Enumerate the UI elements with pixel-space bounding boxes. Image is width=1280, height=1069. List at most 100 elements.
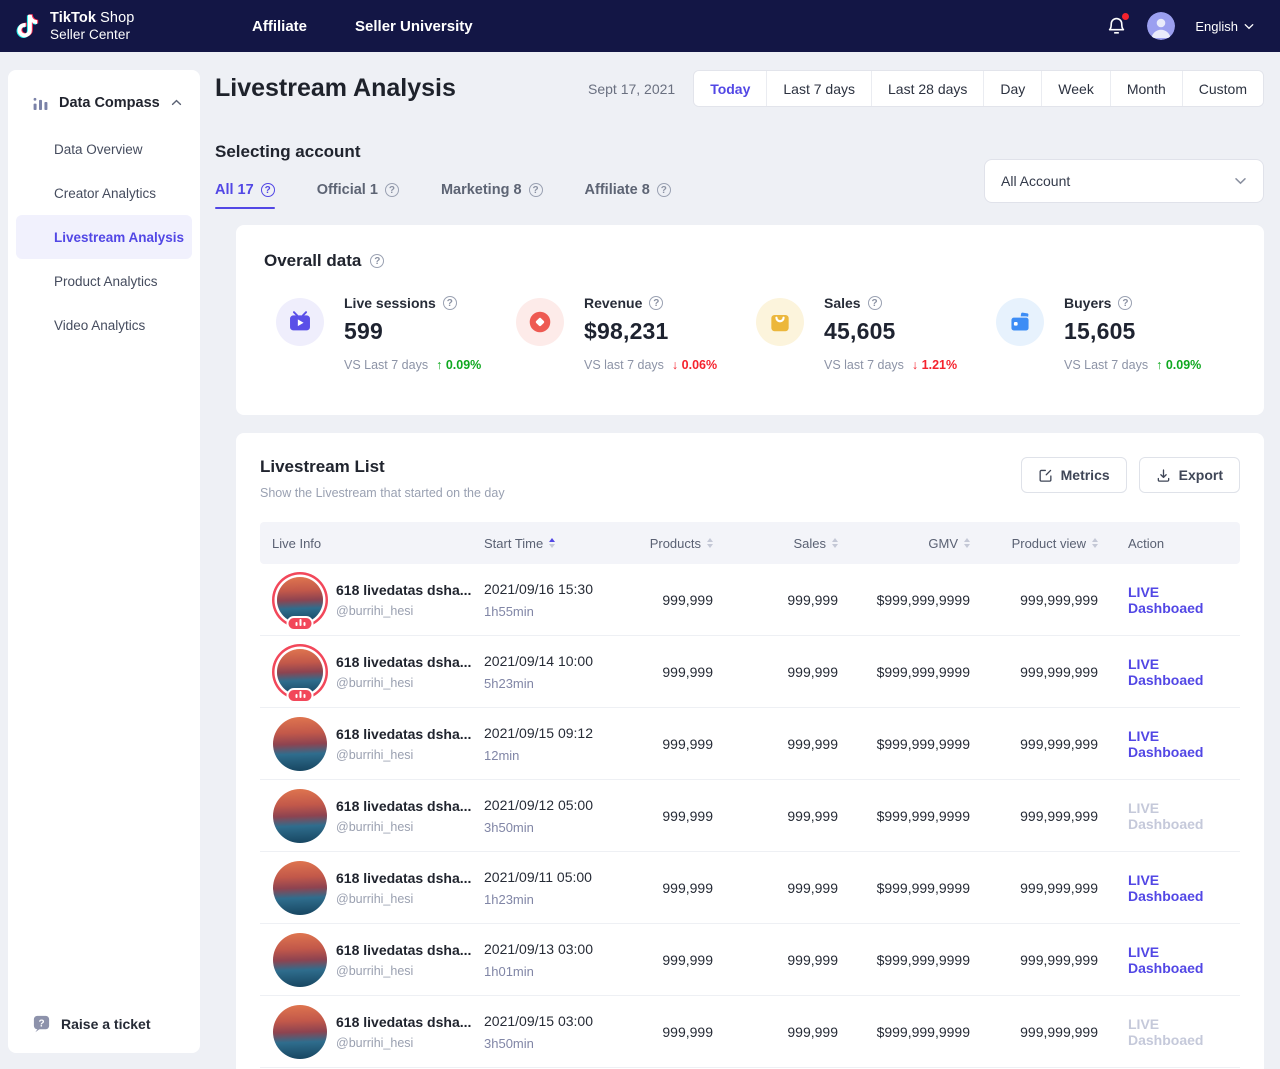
- help-icon[interactable]: [1118, 296, 1133, 310]
- account-tab[interactable]: Affiliate 8: [585, 182, 671, 209]
- account-tab-label: Marketing 8: [440, 182, 522, 198]
- col-product-view[interactable]: Product view: [982, 536, 1110, 551]
- sidebar-item[interactable]: Data Overview: [16, 127, 192, 171]
- avatar[interactable]: [272, 572, 328, 631]
- chevron-down-icon: [1234, 177, 1247, 185]
- col-products[interactable]: Products: [610, 536, 725, 551]
- help-icon[interactable]: [528, 183, 543, 197]
- sidebar-item[interactable]: Product Analytics: [16, 259, 192, 303]
- sort-icon[interactable]: [832, 538, 838, 548]
- help-icon[interactable]: [649, 296, 664, 310]
- live-dashboard-link[interactable]: LIVE Dashboaed: [1128, 583, 1204, 616]
- chevron-down-icon: [1244, 23, 1254, 29]
- col-start-time[interactable]: Start Time: [472, 536, 610, 551]
- avatar[interactable]: [272, 716, 328, 772]
- product-view-value: 999,999,999: [1020, 951, 1098, 968]
- start-time: 2021/09/16 15:30: [484, 580, 593, 597]
- duration: 3h50min: [484, 1035, 534, 1051]
- livestream-title[interactable]: 618 livedatas dsha...: [336, 797, 472, 814]
- table-row: 618 livedatas dsha... @burrihi_hesi 2021…: [260, 708, 1240, 780]
- help-icon[interactable]: [867, 296, 882, 310]
- account-section: Selecting account All 17 Official 1 Mark…: [215, 142, 1264, 209]
- product-view-value: 999,999,999: [1020, 663, 1098, 680]
- live-dashboard-link[interactable]: LIVE Dashboaed: [1128, 871, 1204, 904]
- avatar[interactable]: [272, 932, 328, 988]
- start-time: 2021/09/12 05:00: [484, 796, 593, 813]
- range-button[interactable]: Last 7 days: [766, 71, 871, 106]
- livestream-title[interactable]: 618 livedatas dsha...: [336, 653, 472, 670]
- range-button[interactable]: Week: [1041, 71, 1110, 106]
- col-sales[interactable]: Sales: [725, 536, 850, 551]
- sidebar-item[interactable]: Video Analytics: [16, 303, 192, 347]
- livestream-handle: @burrihi_hesi: [336, 675, 414, 690]
- account-tab[interactable]: Marketing 8: [441, 182, 543, 209]
- range-button[interactable]: Month: [1109, 71, 1182, 106]
- sidebar-item-label: Data Overview: [54, 141, 143, 157]
- app-logo[interactable]: TikTok Shop Seller Center: [14, 10, 196, 42]
- livestream-title[interactable]: 618 livedatas dsha...: [336, 725, 472, 742]
- livestream-handle: @burrihi_hesi: [336, 891, 414, 906]
- start-time: 2021/09/13 03:00: [484, 940, 593, 957]
- avatar[interactable]: [272, 1004, 328, 1060]
- livestream-title[interactable]: 618 livedatas dsha...: [336, 581, 472, 598]
- account-tab-label: Official 1: [316, 182, 378, 198]
- avatar[interactable]: [272, 644, 328, 703]
- help-icon[interactable]: [656, 183, 671, 197]
- account-tab[interactable]: Official 1: [317, 182, 399, 209]
- export-button[interactable]: Export: [1138, 457, 1240, 493]
- product-view-value: 999,999,999: [1020, 807, 1098, 824]
- sort-icon[interactable]: [964, 538, 970, 548]
- raise-ticket-button[interactable]: ? Raise a ticket: [8, 1014, 200, 1033]
- range-button[interactable]: Custom: [1181, 71, 1263, 106]
- gmv-value: $999,999,9999: [876, 1023, 970, 1040]
- metric-value: 15,605: [1064, 318, 1136, 344]
- live-badge: [286, 615, 314, 631]
- products-value: 999,999: [662, 879, 713, 896]
- help-icon[interactable]: [384, 183, 399, 197]
- sidebar-item[interactable]: Livestream Analysis: [16, 215, 192, 259]
- nav-item[interactable]: Seller University: [355, 17, 473, 35]
- live-dashboard-link[interactable]: LIVE Dashboaed: [1128, 943, 1204, 976]
- livestream-title[interactable]: 618 livedatas dsha...: [336, 941, 472, 958]
- nav-item[interactable]: Affiliate: [252, 17, 308, 35]
- sidebar-section-data-compass[interactable]: Data Compass: [8, 94, 200, 111]
- sort-icon[interactable]: [549, 538, 556, 548]
- range-button[interactable]: Day: [983, 71, 1042, 106]
- sidebar: Data Compass Data Overview Creator Analy…: [8, 70, 200, 1053]
- duration: 3h50min: [484, 819, 534, 835]
- duration: 1h01min: [484, 963, 534, 979]
- live-dashboard-link[interactable]: LIVE Dashboaed: [1128, 727, 1204, 760]
- duration: 1h55min: [484, 603, 534, 619]
- avatar[interactable]: [272, 788, 328, 844]
- livestream-list-card: Livestream List Show the Livestream that…: [236, 433, 1264, 1069]
- notification-bell-icon[interactable]: [1106, 13, 1130, 37]
- table-row: 618 livedatas dsha... @burrihi_hesi 2021…: [260, 852, 1240, 924]
- live-dashboard-link[interactable]: LIVE Dashboaed: [1128, 1015, 1204, 1048]
- livestream-title[interactable]: 618 livedatas dsha...: [336, 1013, 472, 1030]
- metrics-button[interactable]: Metrics: [1020, 457, 1127, 493]
- help-icon[interactable]: [442, 296, 457, 310]
- account-tab[interactable]: All 17: [215, 182, 275, 209]
- user-avatar[interactable]: [1147, 12, 1176, 40]
- range-button[interactable]: Last 28 days: [871, 71, 984, 106]
- live-dashboard-link[interactable]: LIVE Dashboaed: [1128, 655, 1204, 688]
- livestream-title[interactable]: 618 livedatas dsha...: [336, 869, 472, 886]
- duration: 12min: [484, 747, 520, 763]
- sidebar-item[interactable]: Creator Analytics: [16, 171, 192, 215]
- col-gmv[interactable]: GMV: [850, 536, 982, 551]
- gmv-value: $999,999,9999: [876, 879, 970, 896]
- livestream-list-heading: Livestream List: [260, 457, 385, 476]
- sales-value: 999,999: [787, 1023, 838, 1040]
- range-button[interactable]: Today: [694, 71, 767, 106]
- table-row: 618 livedatas dsha... @burrihi_hesi 2021…: [260, 780, 1240, 852]
- language-selector[interactable]: English: [1195, 19, 1254, 34]
- help-icon[interactable]: [260, 183, 275, 197]
- avatar[interactable]: [272, 860, 328, 916]
- help-icon[interactable]: [370, 254, 385, 268]
- sort-icon[interactable]: [707, 538, 713, 548]
- shopping-bag-icon: [756, 298, 804, 346]
- live-dashboard-link[interactable]: LIVE Dashboaed: [1128, 799, 1204, 832]
- sort-icon[interactable]: [1092, 538, 1098, 548]
- account-select[interactable]: All Account: [984, 159, 1264, 203]
- livestream-handle: @burrihi_hesi: [336, 1035, 414, 1050]
